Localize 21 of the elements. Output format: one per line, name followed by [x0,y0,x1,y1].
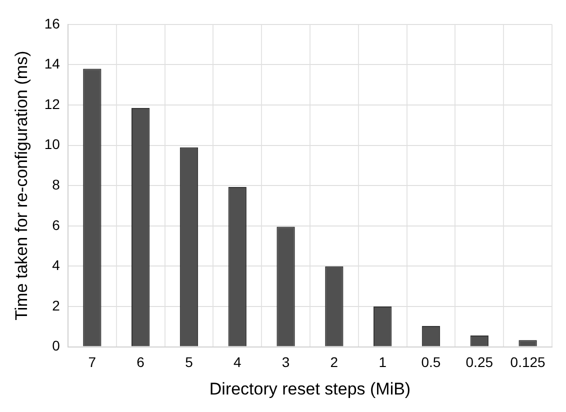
y-tick-label: 8 [52,176,60,192]
x-tick-label: 1 [378,354,387,370]
y-tick-label: 12 [44,96,60,112]
x-tick-label: 0.5 [421,354,441,370]
x-tick-label: 4 [233,354,242,370]
x-tick-label: 3 [282,354,290,370]
y-tick-label: 2 [52,297,60,314]
y-axis-title: Time taken for re-configuration (ms) [12,50,31,320]
y-tick-label: 0 [52,338,60,354]
x-tick-label: 0.25 [466,354,494,370]
y-tick-label: 16 [44,15,60,32]
x-tick-label: 6 [136,354,145,370]
x-tick-label: 5 [185,354,194,370]
x-axis-title: Directory reset steps (MiB) [209,379,411,398]
x-tick-label: 0.125 [510,354,546,370]
x-tick-label: 7 [88,354,96,370]
y-tick-label: 4 [52,257,60,274]
x-tick-label: 2 [330,354,338,370]
y-tick-label: 10 [44,136,60,152]
y-tick-label: 6 [52,216,60,233]
y-tick-label: 14 [44,56,60,72]
